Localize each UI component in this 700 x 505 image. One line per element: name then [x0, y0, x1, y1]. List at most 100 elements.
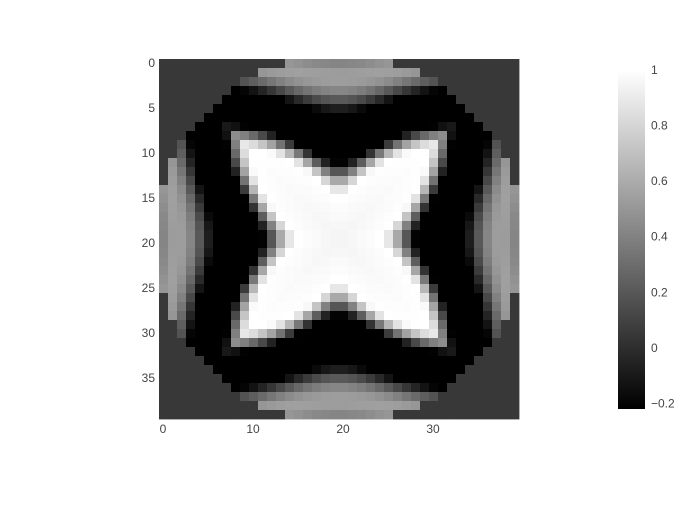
heatmap-cell: [339, 257, 349, 267]
heatmap-cell: [240, 212, 250, 222]
heatmap-cell: [357, 311, 367, 321]
heatmap-cell: [213, 194, 223, 204]
heatmap-cell: [510, 338, 520, 348]
heatmap-cell: [276, 122, 286, 132]
heatmap-cell: [393, 113, 403, 123]
heatmap-cell: [276, 86, 286, 96]
heatmap-cell: [204, 149, 214, 159]
heatmap-cell: [474, 365, 484, 375]
heatmap-cell: [258, 212, 268, 222]
heatmap-cell: [411, 203, 421, 213]
heatmap-cell: [420, 104, 430, 114]
heatmap-cell: [366, 284, 376, 294]
heatmap-cell: [285, 356, 295, 366]
heatmap-cell: [474, 356, 484, 366]
heatmap-cell: [420, 68, 430, 78]
heatmap-cell: [285, 302, 295, 312]
heatmap-cell: [339, 194, 349, 204]
heatmap-cell: [447, 401, 457, 411]
heatmap-cell: [222, 203, 232, 213]
heatmap-cell: [429, 266, 439, 276]
heatmap-cell: [330, 293, 340, 303]
heatmap-cell: [276, 239, 286, 249]
heatmap-cell: [231, 149, 241, 159]
heatmap-cell: [303, 239, 313, 249]
heatmap-cell: [420, 95, 430, 105]
heatmap-cell: [195, 59, 205, 69]
heatmap-cell: [177, 230, 187, 240]
heatmap-cell: [312, 383, 322, 393]
y-tick-label: 35: [142, 371, 156, 385]
heatmap-cell: [294, 176, 304, 186]
heatmap-cell: [258, 59, 268, 69]
heatmap-cell: [303, 140, 313, 150]
heatmap-cell: [222, 320, 232, 330]
heatmap-cell: [438, 86, 448, 96]
heatmap-cell: [492, 365, 502, 375]
heatmap-cell: [195, 95, 205, 105]
heatmap-cell: [186, 293, 196, 303]
heatmap-cell: [294, 203, 304, 213]
heatmap-cell: [186, 275, 196, 285]
heatmap-cell: [213, 203, 223, 213]
heatmap-cell: [420, 185, 430, 195]
heatmap-cell: [429, 347, 439, 357]
heatmap-cell: [222, 158, 232, 168]
heatmap-cell: [276, 410, 286, 420]
heatmap-cell: [339, 239, 349, 249]
heatmap-cell: [321, 68, 331, 78]
heatmap-cell: [204, 113, 214, 123]
heatmap-cell: [276, 365, 286, 375]
heatmap-cell: [429, 374, 439, 384]
heatmap-cell: [222, 329, 232, 339]
heatmap-cell: [483, 284, 493, 294]
heatmap-cell: [411, 86, 421, 96]
heatmap-cell: [474, 302, 484, 312]
heatmap-cell: [357, 410, 367, 420]
heatmap-cell: [159, 410, 169, 420]
heatmap-cell: [357, 131, 367, 141]
heatmap-cell: [447, 365, 457, 375]
heatmap-cell: [159, 176, 169, 186]
heatmap-cell: [276, 203, 286, 213]
heatmap-cell: [447, 392, 457, 402]
heatmap-cell: [339, 212, 349, 222]
heatmap-cell: [303, 329, 313, 339]
heatmap-cell: [267, 167, 277, 177]
heatmap-cell: [348, 320, 358, 330]
heatmap-cell: [465, 365, 475, 375]
heatmap-cell: [294, 158, 304, 168]
heatmap-cell: [501, 131, 511, 141]
heatmap-cell: [438, 257, 448, 267]
heatmap-cell: [321, 239, 331, 249]
heatmap-cell: [501, 86, 511, 96]
heatmap-cell: [213, 113, 223, 123]
heatmap-cell: [465, 185, 475, 195]
heatmap-cell: [213, 311, 223, 321]
heatmap-cell: [204, 347, 214, 357]
heatmap-cell: [231, 383, 241, 393]
heatmap-cell: [339, 86, 349, 96]
heatmap-cell: [330, 275, 340, 285]
heatmap-cell: [456, 113, 466, 123]
heatmap-cell: [213, 248, 223, 258]
heatmap-cell: [375, 266, 385, 276]
heatmap-cell: [258, 302, 268, 312]
heatmap-cell: [177, 131, 187, 141]
heatmap-cell: [429, 122, 439, 132]
heatmap-cell: [402, 401, 412, 411]
heatmap-cell: [168, 221, 178, 231]
heatmap-cell: [393, 383, 403, 393]
heatmap-cell: [456, 95, 466, 105]
heatmap-cell: [339, 320, 349, 330]
heatmap-cell: [330, 104, 340, 114]
heatmap-cell: [303, 194, 313, 204]
heatmap-cell: [438, 392, 448, 402]
heatmap-cell: [384, 329, 394, 339]
heatmap-cell: [240, 284, 250, 294]
heatmap-cell: [168, 293, 178, 303]
heatmap-cell: [366, 59, 376, 69]
heatmap-cell: [267, 239, 277, 249]
heatmap-cell: [330, 365, 340, 375]
heatmap-cell: [177, 401, 187, 411]
